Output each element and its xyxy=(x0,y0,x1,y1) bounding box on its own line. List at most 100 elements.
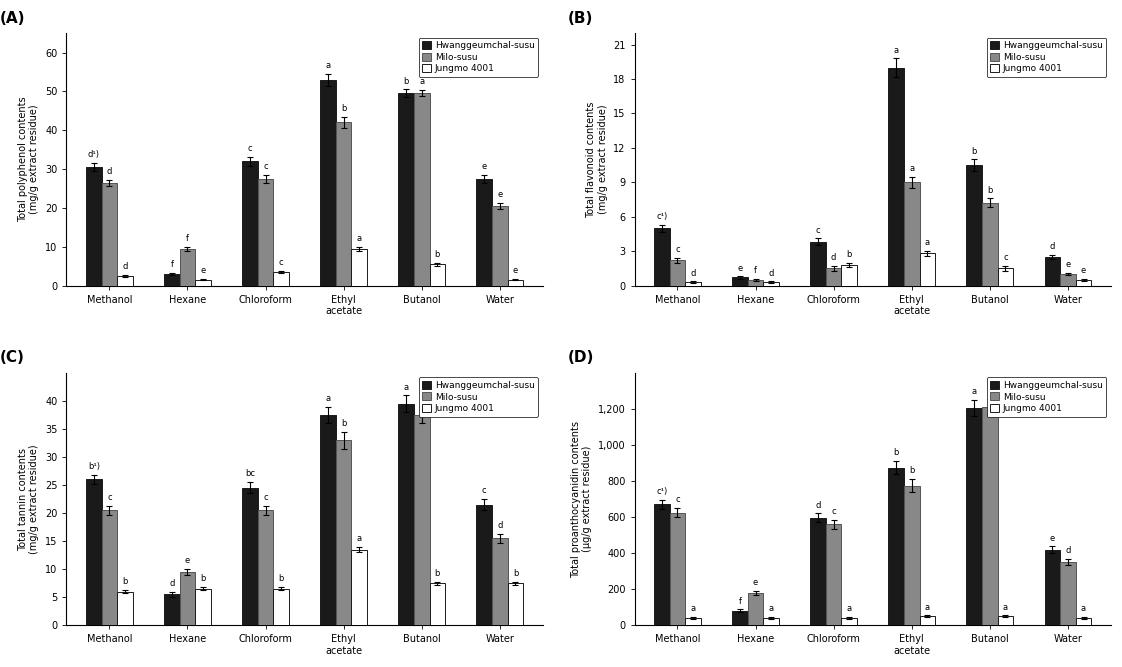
Text: c: c xyxy=(831,507,836,516)
Text: d: d xyxy=(1050,241,1055,251)
Bar xyxy=(274,589,289,625)
Bar xyxy=(117,592,132,625)
Text: c: c xyxy=(248,144,252,153)
Text: b: b xyxy=(341,104,347,113)
Y-axis label: Total tannin contents
(mg/g extract residue): Total tannin contents (mg/g extract resi… xyxy=(18,444,39,554)
Text: e: e xyxy=(737,263,743,273)
Text: e: e xyxy=(201,266,205,275)
Text: e: e xyxy=(1050,534,1055,542)
Text: e: e xyxy=(185,556,190,566)
Text: b: b xyxy=(122,577,128,586)
Bar xyxy=(997,268,1013,285)
Text: d: d xyxy=(831,253,836,262)
Legend: Hwanggeumchal-susu, Milo-susu, Jungmo 4001: Hwanggeumchal-susu, Milo-susu, Jungmo 40… xyxy=(986,37,1106,77)
Text: e: e xyxy=(513,266,518,275)
Text: a: a xyxy=(987,386,992,396)
Bar xyxy=(904,486,920,625)
Bar xyxy=(1060,274,1076,285)
Legend: Hwanggeumchal-susu, Milo-susu, Jungmo 4001: Hwanggeumchal-susu, Milo-susu, Jungmo 40… xyxy=(986,378,1106,416)
Bar xyxy=(242,161,258,285)
Bar xyxy=(920,616,935,625)
Text: a: a xyxy=(972,387,977,396)
Text: c: c xyxy=(675,496,680,504)
Bar xyxy=(164,274,180,285)
Bar xyxy=(414,415,430,625)
Text: b: b xyxy=(434,569,440,578)
Bar xyxy=(180,249,195,285)
Bar xyxy=(810,242,826,285)
Bar xyxy=(493,538,507,625)
Text: b: b xyxy=(201,574,205,584)
Bar xyxy=(477,179,493,285)
Bar xyxy=(733,611,747,625)
Text: a: a xyxy=(909,163,914,173)
Bar xyxy=(86,480,102,625)
Bar xyxy=(164,594,180,625)
Bar xyxy=(86,167,102,285)
Bar xyxy=(997,616,1013,625)
Bar xyxy=(1076,279,1092,285)
Text: b: b xyxy=(513,569,518,578)
Bar xyxy=(242,488,258,625)
Bar xyxy=(654,504,670,625)
Text: f: f xyxy=(171,260,174,269)
Text: a: a xyxy=(404,382,408,392)
Bar xyxy=(842,265,857,285)
Text: b¹): b¹) xyxy=(88,462,100,471)
Text: d: d xyxy=(769,269,774,277)
Bar xyxy=(398,93,414,285)
Text: a: a xyxy=(357,534,362,543)
Bar xyxy=(258,510,274,625)
Legend: Hwanggeumchal-susu, Milo-susu, Jungmo 4001: Hwanggeumchal-susu, Milo-susu, Jungmo 40… xyxy=(419,378,539,416)
Bar xyxy=(102,510,117,625)
Bar xyxy=(117,275,132,285)
Text: a: a xyxy=(893,45,899,55)
Text: d: d xyxy=(122,262,128,271)
Text: a: a xyxy=(420,77,424,87)
Bar xyxy=(430,583,445,625)
Text: b: b xyxy=(987,185,993,195)
Text: (A): (A) xyxy=(0,11,26,25)
Text: a: a xyxy=(847,604,852,614)
Text: d: d xyxy=(107,167,112,175)
Text: a: a xyxy=(925,602,930,612)
Text: e: e xyxy=(753,578,758,587)
Text: b: b xyxy=(404,77,408,85)
Text: f: f xyxy=(186,234,188,243)
Text: c¹): c¹) xyxy=(656,487,668,496)
Legend: Hwanggeumchal-susu, Milo-susu, Jungmo 4001: Hwanggeumchal-susu, Milo-susu, Jungmo 40… xyxy=(419,37,539,77)
Bar xyxy=(507,583,523,625)
Bar xyxy=(1045,550,1060,625)
Text: e: e xyxy=(1065,260,1070,269)
Bar xyxy=(842,618,857,625)
Text: (D): (D) xyxy=(568,350,595,366)
Bar xyxy=(733,277,747,285)
Text: c: c xyxy=(675,245,680,254)
Text: b: b xyxy=(434,250,440,259)
Bar xyxy=(335,123,351,285)
Text: b: b xyxy=(847,249,852,259)
Bar xyxy=(477,505,493,625)
Text: f: f xyxy=(738,596,742,606)
Text: b: b xyxy=(909,466,914,476)
Text: e: e xyxy=(481,162,487,171)
Text: a: a xyxy=(1080,604,1086,614)
Text: a: a xyxy=(420,394,424,403)
Bar xyxy=(102,183,117,285)
Bar xyxy=(180,572,195,625)
Text: b: b xyxy=(972,147,977,155)
Text: f: f xyxy=(754,266,757,275)
Text: d: d xyxy=(1065,546,1070,555)
Text: a: a xyxy=(325,394,331,403)
Y-axis label: Total polyphenol contents
(mg/g extract residue): Total polyphenol contents (mg/g extract … xyxy=(18,97,39,222)
Text: d: d xyxy=(816,501,820,510)
Bar xyxy=(195,589,211,625)
Text: b: b xyxy=(893,448,899,458)
Bar xyxy=(747,593,763,625)
Bar xyxy=(430,264,445,285)
Text: c: c xyxy=(107,493,112,502)
Bar xyxy=(670,260,686,285)
Bar xyxy=(826,524,842,625)
Text: c: c xyxy=(264,162,268,171)
Bar xyxy=(351,550,367,625)
